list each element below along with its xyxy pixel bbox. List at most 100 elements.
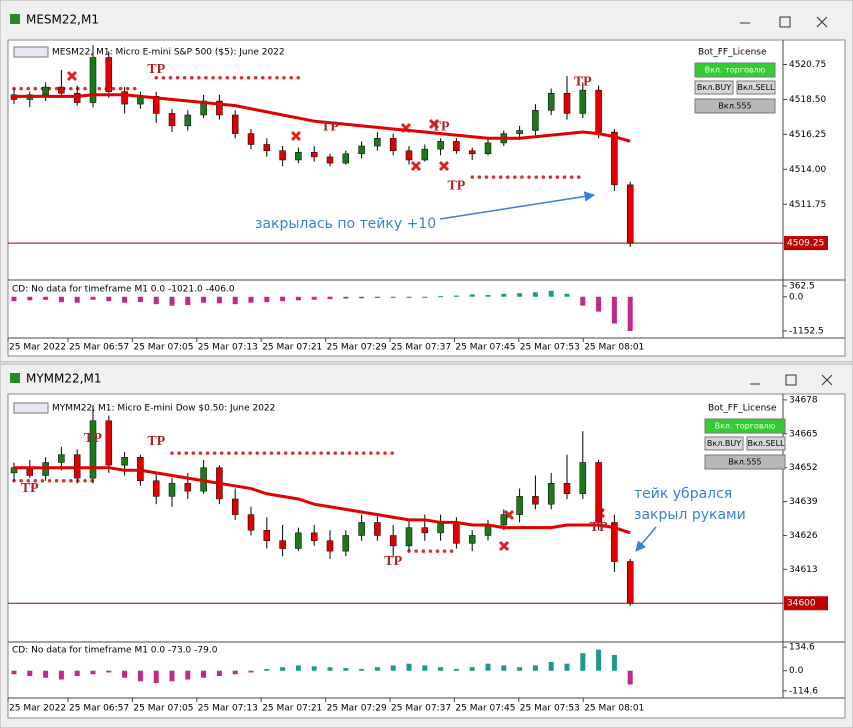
indicator-bar <box>453 295 459 297</box>
window-icon <box>10 373 20 383</box>
panel-button[interactable] <box>704 454 786 470</box>
last-price-label: 4509.25 <box>787 239 824 249</box>
indicator-bar <box>43 670 49 678</box>
candle-body <box>184 114 192 127</box>
y-tick-label: 4520.75 <box>789 60 826 70</box>
window-controls[interactable] <box>750 374 833 386</box>
panel-button[interactable] <box>746 436 786 451</box>
panel-button[interactable] <box>694 98 776 114</box>
indicator-bar <box>390 665 396 671</box>
candle-body <box>342 535 350 552</box>
candle-body <box>405 150 413 161</box>
x-tick-label: 25 Mar 07:21 <box>262 704 322 714</box>
candle-body <box>152 480 160 497</box>
indicator-bar <box>422 665 428 671</box>
candle-body <box>358 145 365 155</box>
indicator-bar <box>611 654 617 671</box>
indicator-bar <box>201 296 207 303</box>
panel-button-label[interactable]: Вкл.555 <box>718 102 751 111</box>
candle-body <box>184 483 192 492</box>
panel-button-label[interactable]: Вкл. торговлю <box>715 422 776 431</box>
y-tick-label: 134.6 <box>789 643 815 653</box>
indicator-bar <box>248 670 254 673</box>
indicator-bar <box>627 296 633 332</box>
candle-body <box>468 150 476 155</box>
candle-body <box>595 89 602 133</box>
indicator-bar <box>453 668 459 671</box>
moving-average <box>14 93 631 143</box>
panel-button-label[interactable]: Вкл.SELL <box>747 439 785 448</box>
candle-body <box>89 420 97 479</box>
panel-button-label[interactable]: Вкл.BUY <box>697 83 731 92</box>
indicator-bar <box>58 670 64 680</box>
indicator-bar <box>532 665 538 671</box>
candle-body <box>89 57 97 103</box>
y-tick-label: 4511.75 <box>789 200 826 210</box>
candle-body <box>231 114 239 134</box>
y-tick-label: 0.0 <box>789 666 804 676</box>
x-tick-label: 25 Mar 08:01 <box>584 343 644 353</box>
candle-body <box>389 535 397 547</box>
indicator-label: CD: No data for timeframe M1 0.0 -73.0 -… <box>12 646 218 656</box>
panel-button[interactable] <box>694 80 734 95</box>
indicator-bar <box>122 296 128 303</box>
panel-button[interactable] <box>736 80 776 95</box>
candle-body <box>611 522 618 562</box>
x-tick-label: 25 Mar 07:53 <box>520 704 580 714</box>
indicator-bar <box>501 293 507 297</box>
panel-button-label[interactable]: Вкл. торговлю <box>705 66 766 75</box>
candle-body <box>374 522 381 536</box>
license-label: Bot_FF_License <box>708 404 777 414</box>
candle-body <box>168 483 176 497</box>
y-tick-label: 34652 <box>789 463 818 473</box>
candle-body <box>468 535 476 544</box>
x-tick-label: 25 Mar 07:05 <box>133 704 193 714</box>
candle-body <box>453 141 460 151</box>
candle-body <box>374 138 381 147</box>
panel-button[interactable] <box>704 418 786 434</box>
candle-body <box>421 148 429 161</box>
candle-body <box>595 462 602 523</box>
candle-body <box>579 89 587 114</box>
indicator-bar <box>327 667 333 671</box>
indicator-bar <box>11 670 17 675</box>
window-controls[interactable] <box>740 16 828 28</box>
chart-icons <box>13 46 49 58</box>
y-tick-label: 34613 <box>789 565 818 575</box>
indicator-bar <box>11 296 17 302</box>
candle-body <box>389 138 397 151</box>
tp-marker: TP <box>321 120 339 135</box>
indicator-bar <box>580 653 586 671</box>
chart-icons <box>13 402 49 414</box>
indicator-bar <box>469 294 475 297</box>
panel-button-label[interactable]: Вкл.555 <box>728 458 761 467</box>
indicator-bar <box>611 296 617 324</box>
tp-marker: TP <box>432 120 450 135</box>
indicator-bar <box>169 670 175 682</box>
x-tick-label: 25 Mar 07:45 <box>455 704 515 714</box>
panel-button[interactable] <box>704 436 744 451</box>
candle-body <box>437 141 444 150</box>
candle-body <box>73 92 81 103</box>
candle-body <box>342 153 350 164</box>
candle-body <box>405 527 413 547</box>
indicator-bar <box>548 290 554 297</box>
candle-body <box>231 498 239 515</box>
indicator-bar <box>295 296 301 301</box>
x-tick-label: 25 Mar 07:13 <box>198 704 258 714</box>
indicator-bar <box>485 663 491 671</box>
panel-button-label[interactable]: Вкл.SELL <box>737 83 775 92</box>
indicator-bar <box>469 667 475 671</box>
y-tick-label: 0.0 <box>789 292 804 302</box>
x-tick-label: 25 Mar 08:01 <box>584 704 644 714</box>
panel-button[interactable] <box>694 62 776 78</box>
candle-body <box>279 150 286 161</box>
indicator-bar <box>311 666 317 671</box>
y-tick-label: 4516.25 <box>789 130 826 140</box>
y-tick-label: 4514.00 <box>789 165 826 175</box>
indicator-bar <box>596 296 602 312</box>
x-tick-label: 25 Mar 2022 <box>9 704 66 714</box>
panel-button-label[interactable]: Вкл.BUY <box>707 439 741 448</box>
candle-body <box>168 113 176 127</box>
indicator-bar <box>201 670 207 678</box>
